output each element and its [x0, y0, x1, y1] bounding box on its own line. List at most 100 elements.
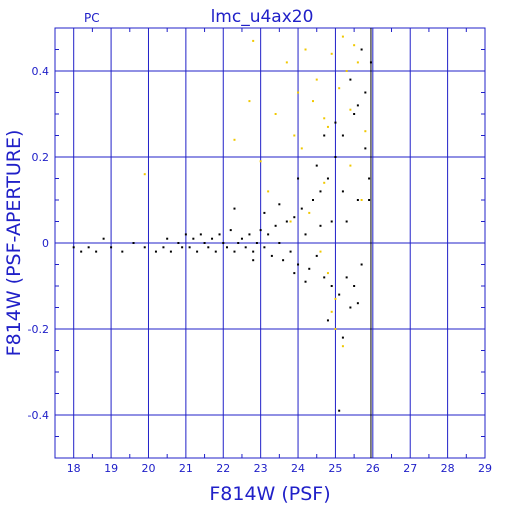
black-data-point: [214, 250, 217, 253]
black-data-point: [282, 259, 285, 262]
black-data-point: [95, 250, 98, 253]
black-data-point: [203, 242, 206, 244]
black-data-point: [360, 48, 363, 51]
black-data-point: [338, 409, 341, 412]
yellow-data-point: [248, 100, 251, 103]
black-data-point: [349, 306, 352, 309]
yellow-data-point: [353, 44, 356, 47]
black-data-point: [319, 190, 322, 193]
yellow-data-point: [326, 272, 329, 275]
black-data-point: [121, 250, 124, 253]
black-data-point: [162, 246, 165, 249]
black-data-point: [341, 190, 344, 193]
black-data-point: [263, 246, 266, 249]
black-data-point: [248, 233, 251, 236]
x-tick-label: 29: [478, 462, 492, 475]
black-data-point: [285, 220, 288, 223]
black-data-point: [270, 254, 273, 257]
black-data-point: [226, 246, 228, 249]
yellow-data-point: [293, 134, 296, 137]
x-tick-label: 25: [328, 462, 342, 475]
black-data-point: [353, 285, 356, 287]
black-data-point: [184, 233, 187, 236]
black-data-point: [312, 199, 314, 201]
ticks: 18 19 20 21 22 23 24 25 26 27 28 29 -0.4 -0.2 0 0.2 0.4: [28, 27, 492, 475]
black-data-point: [233, 250, 236, 253]
black-data-point: [222, 242, 225, 244]
black-data-point: [330, 285, 333, 287]
yellow-data-point: [315, 78, 318, 81]
x-tick-label: 27: [403, 462, 417, 475]
black-data-point: [334, 121, 337, 124]
yellow-data-point: [274, 113, 277, 115]
yellow-data-point: [334, 328, 337, 330]
x-tick-label: 21: [179, 462, 193, 475]
black-data-point: [297, 263, 300, 266]
black-data-point: [278, 203, 281, 206]
black-data-point: [166, 237, 169, 240]
black-data-point: [233, 207, 236, 210]
black-data-point: [177, 242, 180, 244]
black-data-point: [326, 319, 329, 322]
black-data-point: [330, 220, 333, 223]
black-data-point: [326, 177, 329, 180]
yellow-data-point: [341, 345, 344, 348]
y-tick-label: -0.4: [28, 409, 49, 422]
black-data-point: [181, 246, 184, 249]
black-data-point: [278, 242, 281, 244]
black-data-point: [102, 237, 105, 240]
black-data-point: [154, 250, 157, 253]
x-tick-label: 18: [67, 462, 81, 475]
yellow-data-point: [334, 297, 337, 300]
yellow-data-point: [341, 35, 344, 38]
black-data-point: [319, 224, 322, 227]
x-tick-label: 22: [216, 462, 230, 475]
black-data-point: [229, 229, 232, 232]
black-data-point: [323, 134, 326, 137]
x-tick-label: 28: [441, 462, 455, 475]
black-data-point: [356, 302, 359, 305]
yellow-data-point: [285, 61, 288, 64]
black-data-point: [274, 224, 277, 227]
black-data-point: [315, 254, 318, 257]
x-tick-label: 19: [104, 462, 118, 475]
black-data-point: [244, 246, 247, 249]
black-data-point: [252, 250, 255, 253]
black-data-point: [341, 336, 344, 339]
yellow-data-point: [364, 130, 367, 133]
black-data-point: [304, 280, 307, 283]
black-data-point: [369, 61, 372, 64]
y-tick-label: 0.2: [32, 151, 50, 164]
black-data-point: [345, 220, 348, 223]
yellow-data-point: [304, 48, 307, 51]
black-data-point: [356, 199, 359, 201]
data-points: [72, 35, 372, 412]
chart-title: lmc_u4ax20: [211, 7, 314, 27]
black-data-point: [308, 267, 311, 270]
black-data-point: [293, 216, 296, 219]
black-data-point: [323, 276, 326, 279]
black-data-point: [252, 259, 255, 262]
yellow-data-point: [356, 61, 359, 64]
black-data-point: [315, 164, 318, 167]
yellow-data-point: [326, 125, 329, 128]
yellow-data-point: [267, 190, 270, 193]
yellow-data-point: [308, 211, 311, 214]
black-data-point: [267, 233, 270, 236]
x-axis-title: F814W (PSF): [209, 483, 330, 505]
black-data-point: [237, 242, 240, 244]
black-data-point: [334, 156, 337, 158]
black-data-point: [263, 211, 266, 214]
black-data-point: [218, 233, 221, 236]
black-data-point: [341, 134, 344, 137]
black-data-point: [293, 272, 296, 275]
yellow-data-point: [323, 117, 326, 120]
black-data-point: [368, 199, 371, 201]
grid: [55, 28, 485, 458]
black-data-point: [259, 229, 262, 232]
y-tick-label: 0: [42, 237, 49, 250]
black-data-point: [345, 276, 348, 279]
yellow-data-point: [360, 199, 363, 201]
yellow-data-point: [259, 160, 262, 163]
yellow-data-point: [143, 173, 146, 176]
